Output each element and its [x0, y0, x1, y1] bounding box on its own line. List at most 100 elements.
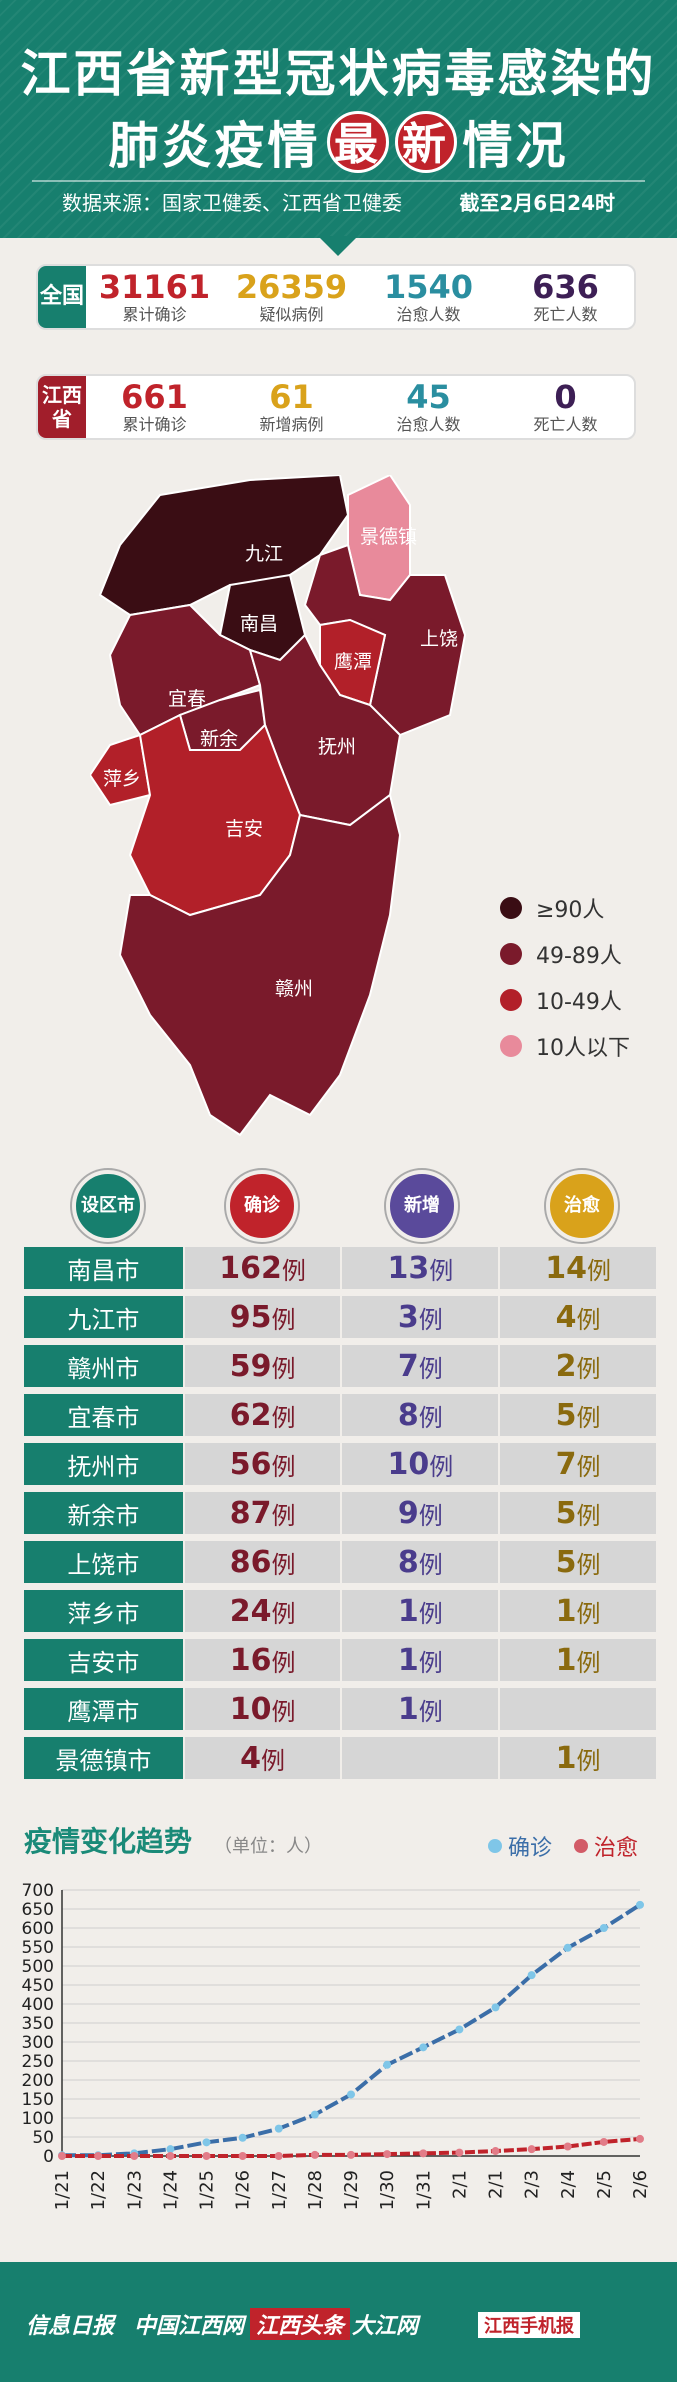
national-deaths-value: 636: [532, 268, 599, 306]
province-cured: 45 治愈人数: [360, 379, 497, 435]
national-stats-box: 全国 31161 累计确诊 26359 疑似病例 1540 治愈人数 636 死…: [36, 264, 636, 330]
y-tick-label: 600: [22, 1919, 54, 1939]
cell-value: 56: [229, 1446, 272, 1482]
table-row: 上饶市 86 例 8 例 5 例: [24, 1541, 656, 1585]
map-label-shangrao: 上饶: [420, 628, 458, 650]
table-cell-new: [342, 1737, 499, 1781]
y-tick-label: 350: [22, 2014, 54, 2034]
col-head-city: 设区市: [72, 1170, 144, 1242]
data-point-confirmed: [238, 2133, 247, 2142]
national-cured-label: 治愈人数: [396, 305, 461, 324]
x-tick-label: 2/3: [522, 2170, 543, 2199]
cell-unit: 例: [271, 1305, 296, 1334]
map-region-ganzhou[interactable]: [118, 793, 402, 1137]
cell-value: 9: [397, 1495, 419, 1531]
cell-value: 1: [397, 1593, 419, 1629]
table-cell-confirmed: 10 例: [184, 1688, 341, 1732]
legend-label: 确诊: [508, 1836, 553, 1861]
footer-logo-1[interactable]: 信息日报: [26, 2314, 115, 2339]
table-cell-confirmed: 59 例: [184, 1345, 341, 1389]
legend-marker: [574, 1839, 588, 1853]
map-label-ganzhou: 赣州: [275, 978, 313, 1000]
table-cell-confirmed: 16 例: [184, 1639, 341, 1683]
x-tick-label: 1/21: [52, 2170, 73, 2210]
table-row: 景德镇市 4 例 1 例: [24, 1737, 656, 1781]
cell-value: 3: [397, 1299, 419, 1335]
x-tick-label: 1/28: [305, 2170, 326, 2210]
data-point-cured: [274, 2152, 283, 2160]
table-cell-confirmed: 24 例: [184, 1590, 341, 1634]
national-suspected-label: 疑似病例: [259, 305, 324, 324]
cell-unit: 例: [271, 1354, 296, 1383]
footer-logo-4[interactable]: 大江网: [352, 2314, 419, 2339]
footer-logo-3[interactable]: 江西头条: [250, 2308, 351, 2340]
x-tick-label: 2/5: [594, 2170, 615, 2199]
cell-unit: 例: [576, 1648, 601, 1677]
map-region-pingxiang[interactable]: [90, 733, 152, 807]
y-tick-label: 100: [22, 2109, 54, 2129]
national-confirmed-label: 累计确诊: [122, 305, 187, 324]
col-head-new: 新增: [386, 1170, 458, 1242]
cell-unit: 例: [271, 1697, 296, 1726]
legend-item-90plus: ≥90人: [500, 892, 604, 924]
cell-value: 86: [229, 1544, 272, 1580]
cell-value: 1: [555, 1593, 577, 1629]
national-confirmed-value: 31161: [98, 268, 211, 306]
data-point-cured: [419, 2149, 428, 2158]
data-point-confirmed: [636, 1900, 644, 1909]
data-point-confirmed: [527, 1971, 536, 1980]
cell-unit: 例: [418, 1354, 443, 1383]
data-point-confirmed: [383, 2060, 392, 2069]
data-point-confirmed: [419, 2043, 428, 2052]
chart-title: 疫情变化趋势: [24, 1825, 193, 1858]
data-point-cured: [347, 2150, 355, 2159]
legend-dot: [500, 897, 522, 919]
legend-dot: [500, 1035, 522, 1057]
cell-unit: 例: [418, 1697, 443, 1726]
national-suspected: 26359 疑似病例: [223, 269, 360, 325]
province-new: 61 新增病例: [223, 379, 360, 435]
cell-unit: 例: [576, 1452, 601, 1481]
cell-value: 4: [555, 1299, 577, 1335]
footer-logo-5[interactable]: 江西手机报: [478, 2312, 580, 2338]
cell-unit: 例: [418, 1550, 443, 1579]
x-tick-label: 1/25: [197, 2170, 218, 2210]
table-cell-confirmed: 95 例: [184, 1296, 341, 1340]
province-new-value: 61: [269, 378, 314, 416]
cell-unit: 例: [418, 1599, 443, 1628]
x-tick-label: 2/1: [486, 2170, 507, 2199]
table-row: 抚州市 56 例 10 例 7 例: [24, 1443, 656, 1487]
province-deaths: 0 死亡人数: [497, 379, 634, 435]
x-tick-label: 2/6: [630, 2170, 651, 2199]
cell-value: 62: [229, 1397, 272, 1433]
table-row: 鹰潭市 10 例 1 例: [24, 1688, 656, 1732]
y-tick-label: 300: [22, 2033, 54, 2053]
cell-value: 1: [397, 1642, 419, 1678]
source-bar: 数据来源：国家卫健委、江西省卫健委 截至2月6日24时: [32, 180, 645, 220]
national-deaths-label: 死亡人数: [533, 305, 598, 324]
table-cell-city: 新余市: [24, 1492, 183, 1536]
y-tick-label: 500: [22, 1957, 54, 1977]
col-head-cured: 治愈: [546, 1170, 618, 1242]
table-cell-city: 萍乡市: [24, 1590, 183, 1634]
data-point-cured: [94, 2152, 103, 2160]
data-point-confirmed: [347, 2090, 355, 2099]
cell-unit: 例: [576, 1599, 601, 1628]
cell-unit: 例: [576, 1501, 601, 1530]
data-point-confirmed: [491, 2003, 500, 2012]
footer-logo-2[interactable]: 中国江西网: [134, 2314, 245, 2339]
data-point-confirmed: [202, 2138, 211, 2147]
map-label-jiujiang: 九江: [245, 543, 283, 565]
table-cell-new: 10 例: [342, 1443, 499, 1487]
data-point-cured: [58, 2152, 66, 2160]
cell-value: 5: [555, 1397, 577, 1433]
page-title-line1: 江西省新型冠状病毒感染的: [20, 45, 657, 103]
legend-item-49-89: 49-89人: [500, 938, 622, 970]
